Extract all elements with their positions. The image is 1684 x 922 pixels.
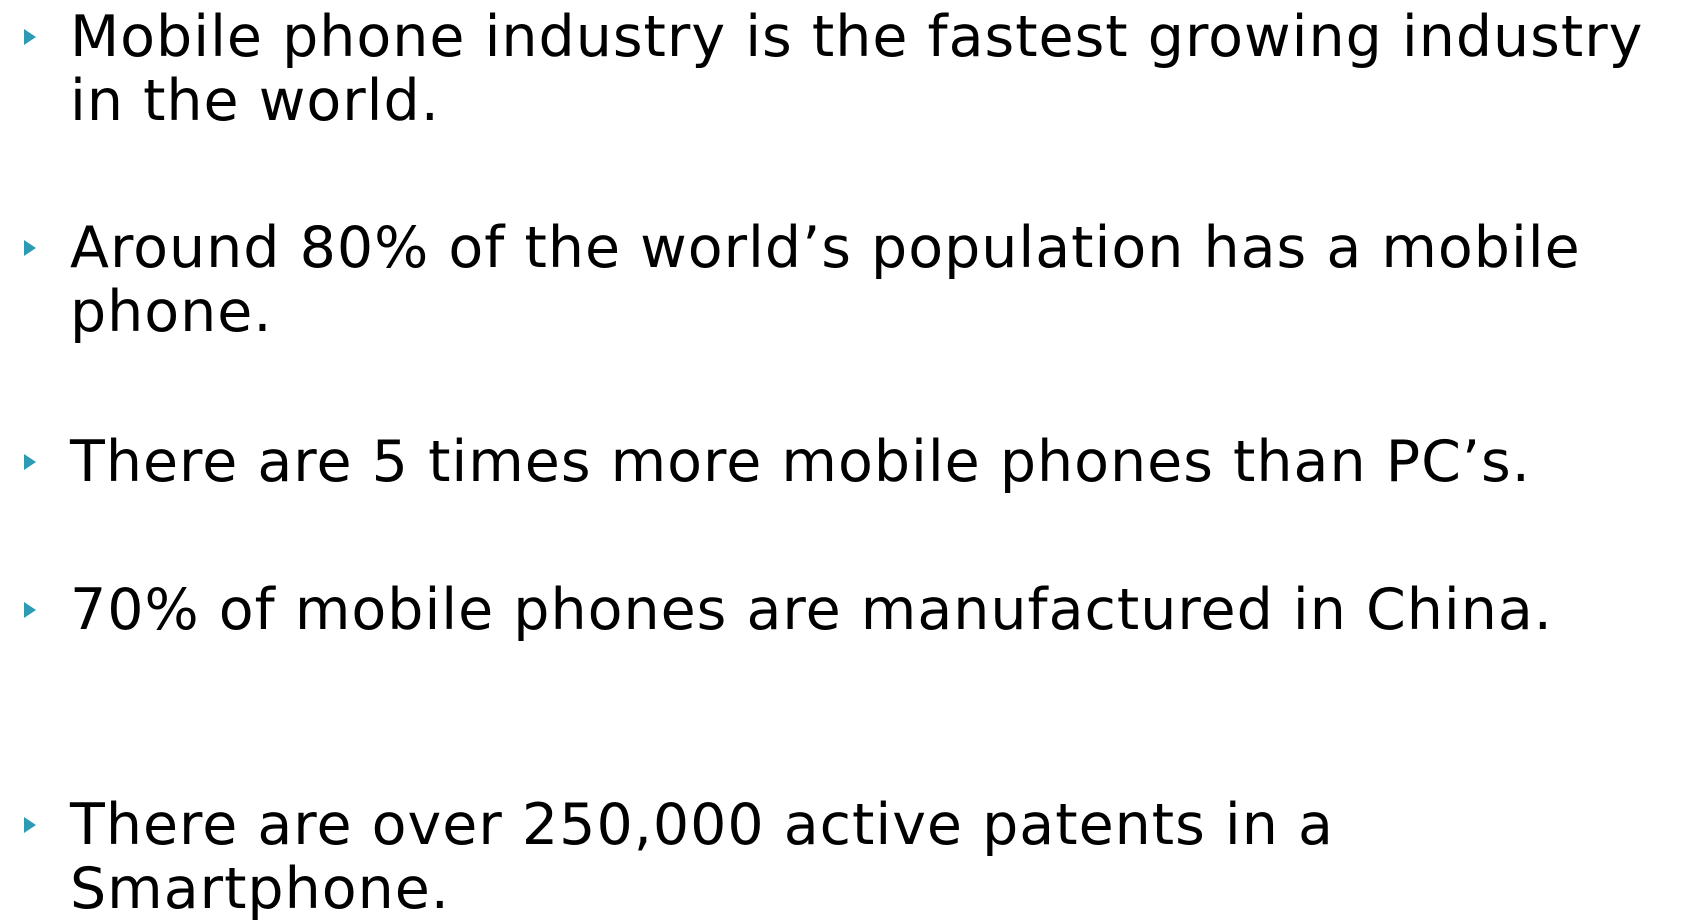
bullet-text: There are over 250,000 active patents in… bbox=[70, 792, 1334, 922]
bullet-marker bbox=[24, 240, 36, 256]
bullet-text: There are 5 times more mobile phones tha… bbox=[70, 429, 1531, 495]
bullet-text: Around 80% of the world’s population has… bbox=[70, 215, 1581, 345]
bullet-text: Mobile phone industry is the fastest gro… bbox=[70, 4, 1644, 134]
bullet-marker bbox=[24, 29, 36, 45]
bullet-text: 70% of mobile phones are manufactured in… bbox=[70, 577, 1553, 643]
bullet-marker bbox=[24, 817, 36, 833]
bullet-marker bbox=[24, 602, 36, 618]
bullet-marker bbox=[24, 454, 36, 470]
